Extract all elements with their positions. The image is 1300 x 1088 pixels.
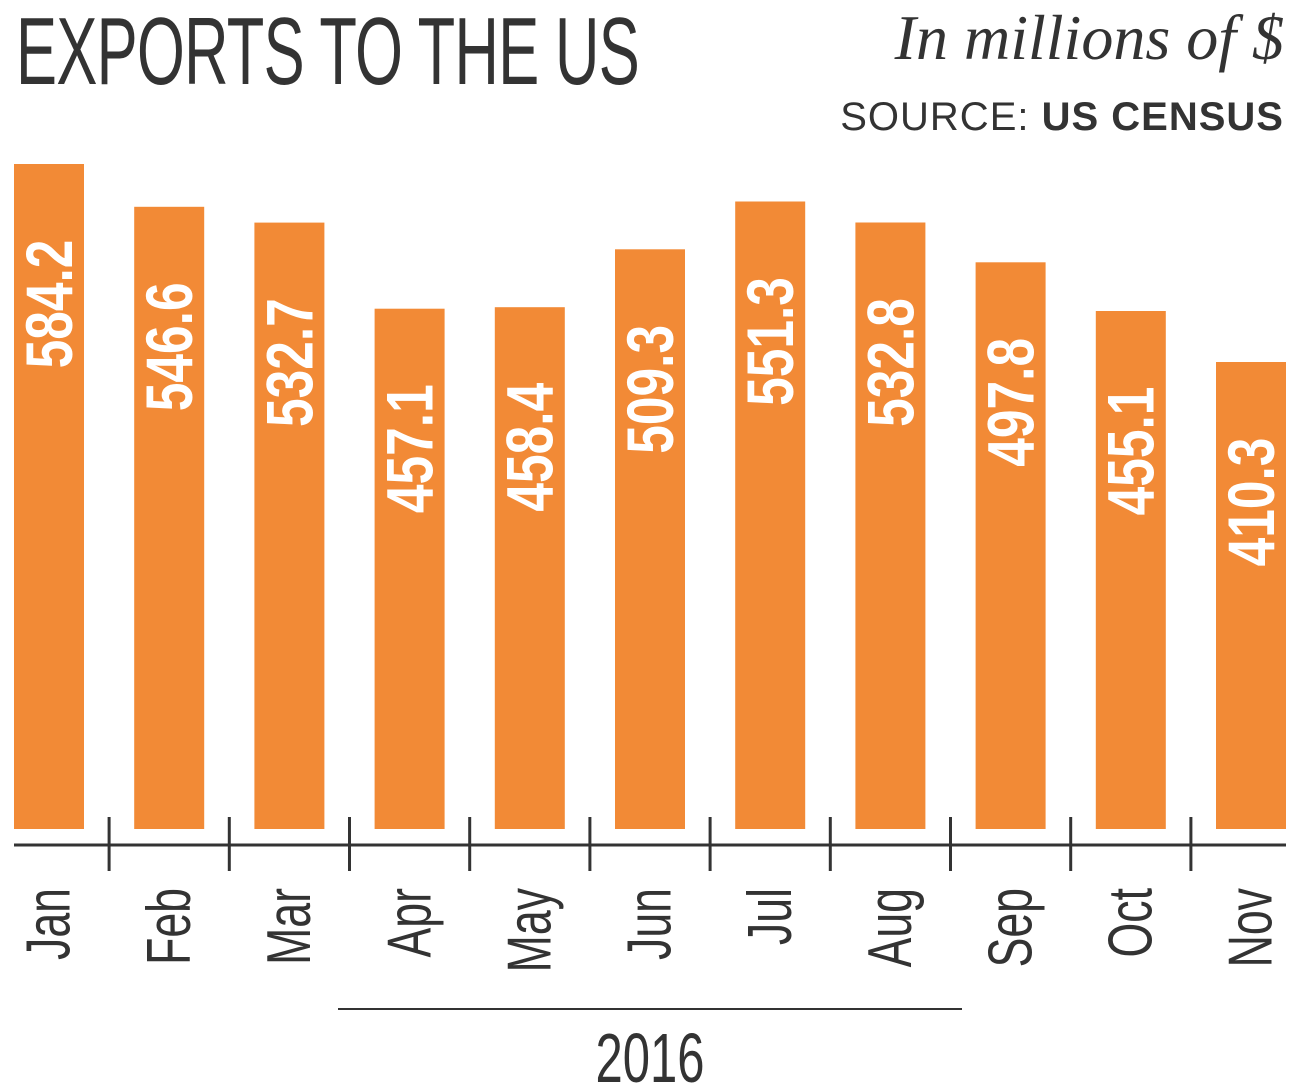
bar-jan — [14, 164, 84, 829]
month-label-mar: Mar — [255, 888, 324, 965]
bar-mar — [254, 222, 325, 830]
bar-value-label: 497.8 — [973, 338, 1048, 467]
bar-oct — [1095, 311, 1166, 829]
bar-value-label: 458.4 — [492, 383, 567, 512]
bar-value-label: 551.3 — [733, 277, 808, 406]
month-label-jan: Jan — [15, 888, 84, 960]
month-label-may: May — [495, 888, 564, 972]
bar-value-label: 509.3 — [613, 325, 688, 454]
bar-jul — [735, 201, 806, 829]
axis-ticks-group — [107, 817, 1193, 871]
bar-jun — [615, 249, 685, 830]
month-label-feb: Feb — [135, 888, 204, 965]
source-name: US CENSUS — [1041, 95, 1284, 139]
bar-feb — [134, 206, 205, 830]
bar-nov — [1216, 362, 1286, 829]
month-label-jun: Jun — [616, 888, 685, 960]
bar-value-label: 455.1 — [1093, 387, 1168, 516]
month-label-apr: Apr — [375, 888, 444, 957]
source-line: SOURCE: US CENSUS — [840, 92, 1284, 142]
units-label: In millions of $ — [894, 2, 1284, 73]
bars-group: 584.2 546.6 532.7 457.1 458.4 509.3 551.3 532.8… — [12, 164, 1289, 830]
bar-value-label: 546.6 — [132, 282, 207, 411]
bar-value-label: 457.1 — [372, 384, 447, 513]
bar-apr — [374, 308, 445, 829]
month-label-jul: Jul — [736, 888, 805, 945]
year-label: 2016 — [596, 1018, 705, 1088]
source-prefix: SOURCE: — [840, 95, 1030, 139]
bar-may — [494, 307, 565, 829]
month-label-oct: Oct — [1096, 888, 1165, 957]
month-label-aug: Aug — [856, 888, 925, 967]
bar-aug — [855, 222, 926, 829]
bar-sep — [975, 262, 1046, 829]
bar-value-label: 532.7 — [252, 298, 327, 427]
bar-value-label: 584.2 — [12, 240, 87, 369]
month-label-sep: Sep — [976, 888, 1045, 967]
chart-title: EXPORTS TO THE US — [16, 0, 640, 105]
bar-value-label: 410.3 — [1214, 438, 1289, 567]
month-label-nov: Nov — [1217, 888, 1286, 967]
bar-value-label: 532.8 — [853, 298, 928, 427]
month-labels-group: Jan Feb Mar Apr May Jun Jul Aug Sep Oct Nov — [15, 888, 1286, 972]
